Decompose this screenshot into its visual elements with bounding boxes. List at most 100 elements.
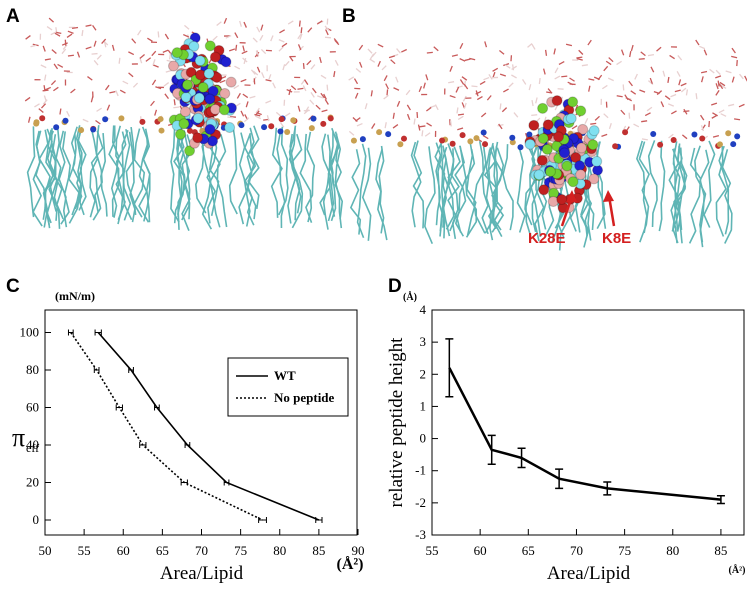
error-bar [603, 481, 612, 496]
water [265, 100, 272, 104]
x-label: Area/Lipid [547, 563, 631, 584]
peptide-atom [567, 176, 579, 188]
water [48, 17, 55, 23]
water [715, 83, 719, 90]
water [298, 20, 301, 27]
water [499, 103, 502, 110]
water [634, 73, 638, 80]
water [699, 45, 706, 50]
headgroup [186, 127, 193, 134]
water [51, 49, 57, 55]
headgroup [622, 129, 629, 136]
peptide-atom [209, 103, 221, 115]
water [310, 92, 315, 98]
peptide-atom [575, 169, 587, 181]
peptide-atom [588, 173, 600, 185]
y-tick-label: 4 [420, 302, 427, 317]
water [101, 38, 107, 44]
water [173, 99, 176, 106]
water [320, 92, 325, 99]
lipid [447, 146, 461, 239]
plot-frame [44, 309, 358, 536]
peptide-atom [193, 92, 205, 104]
water [578, 49, 584, 55]
y-tick-label: 2 [420, 366, 427, 381]
x-tick-label: 65 [522, 543, 535, 558]
water [456, 107, 459, 114]
y-tick-label: 100 [20, 325, 40, 340]
water [668, 133, 674, 139]
water [456, 85, 463, 89]
water [252, 37, 258, 43]
water [638, 58, 645, 60]
water [449, 65, 453, 72]
water [240, 110, 245, 117]
water [479, 80, 486, 86]
legend-label: WT [274, 368, 296, 383]
headgroup [102, 116, 109, 123]
lipid [170, 129, 180, 223]
headgroup [385, 131, 392, 138]
water [620, 109, 626, 116]
water [279, 29, 286, 34]
water [601, 133, 608, 137]
water [173, 106, 180, 109]
water [255, 50, 260, 57]
water [297, 44, 302, 51]
water [287, 20, 294, 25]
lipid [90, 130, 104, 221]
lipid [287, 133, 297, 224]
water [565, 43, 573, 47]
peptide-atom [175, 128, 187, 140]
water [44, 74, 47, 81]
lipid [228, 126, 238, 215]
water [662, 70, 666, 77]
headgroup [657, 141, 664, 148]
peptide-atom [541, 143, 553, 155]
x-tick-label: 85 [312, 543, 325, 558]
panel-label: A [6, 6, 20, 27]
water [390, 59, 396, 65]
headgroup [482, 141, 489, 148]
y-tick-label: 0 [420, 431, 427, 446]
y-tick-label: 0 [33, 512, 40, 527]
headgroup [716, 141, 723, 148]
lipid [638, 141, 650, 243]
water [255, 107, 260, 114]
water [448, 81, 455, 84]
y-tick-label: 60 [26, 400, 39, 415]
water [369, 58, 376, 63]
water [569, 77, 575, 82]
lipid [133, 128, 146, 218]
x-unit: (Å²) [729, 564, 746, 576]
water [131, 38, 137, 44]
water [597, 74, 603, 81]
y-label-sub: eff [26, 441, 39, 455]
water [234, 65, 241, 70]
water [531, 99, 534, 107]
water [622, 84, 625, 91]
water [223, 17, 228, 24]
headgroup [400, 135, 407, 142]
water [145, 57, 152, 62]
lipid [32, 130, 43, 227]
peptide-atom [576, 142, 588, 154]
peptide-atom [178, 118, 190, 130]
water [334, 59, 339, 66]
water [640, 51, 646, 57]
water [501, 107, 508, 113]
water [282, 64, 286, 71]
water [385, 83, 389, 90]
water [243, 21, 247, 28]
water [53, 86, 59, 92]
headgroup [308, 125, 315, 132]
water [96, 107, 102, 112]
water [50, 80, 57, 86]
water [57, 63, 64, 68]
water [700, 70, 708, 74]
peptide-atom [168, 60, 180, 72]
water [457, 113, 465, 116]
water [401, 48, 408, 53]
water [115, 90, 119, 97]
